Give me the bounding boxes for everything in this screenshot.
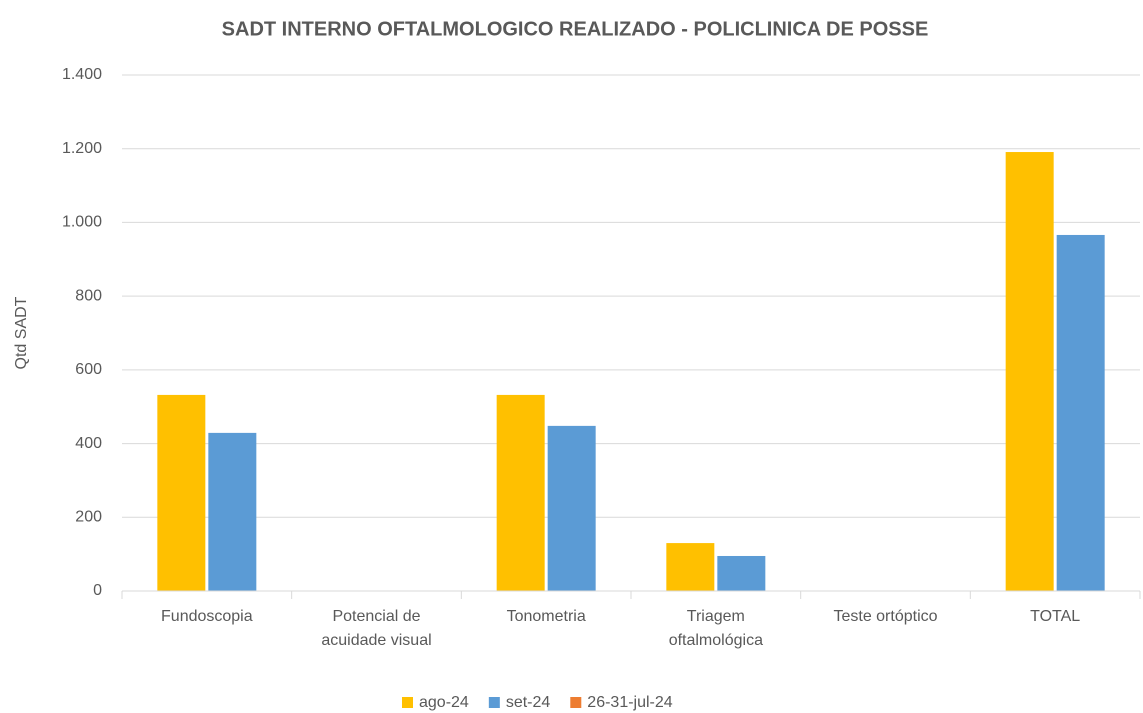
x-tick-label: Triagem oftalmológica: [669, 608, 763, 649]
x-tick-label: Tonometria: [507, 608, 586, 625]
bar: [717, 555, 766, 591]
bar: [496, 394, 545, 591]
y-tick-label: 600: [75, 361, 102, 378]
x-tick-label: TOTAL: [1030, 608, 1080, 625]
y-tick-label: 200: [75, 509, 102, 526]
chart-title: SADT INTERNO OFTALMOLOGICO REALIZADO - P…: [222, 18, 929, 40]
legend-swatch: [570, 697, 582, 708]
bar: [1056, 234, 1105, 591]
bar: [157, 394, 206, 591]
bar: [208, 432, 257, 591]
bar: [547, 425, 596, 591]
y-tick-label: 0: [93, 582, 102, 599]
legend-swatch: [488, 697, 500, 708]
y-tick-label: 800: [75, 287, 102, 304]
bar: [666, 543, 715, 591]
x-tick-label: Potencial de acuidade visual: [321, 608, 431, 649]
legend-swatch: [402, 697, 413, 708]
legend-label: 26-31-jul-24: [587, 694, 672, 711]
x-tick-label: Teste ortóptico: [833, 608, 937, 625]
x-tick-label: Fundoscopia: [161, 608, 253, 625]
y-tick-label: 1.200: [62, 140, 102, 157]
y-tick-label: 1.000: [62, 214, 102, 231]
legend-label: set-24: [506, 694, 551, 711]
bar: [1005, 152, 1054, 591]
y-tick-label: 400: [75, 435, 102, 452]
legend-label: ago-24: [419, 694, 469, 711]
y-axis-label: Qtd SADT: [13, 296, 30, 369]
y-tick-label: 1.400: [62, 66, 102, 83]
